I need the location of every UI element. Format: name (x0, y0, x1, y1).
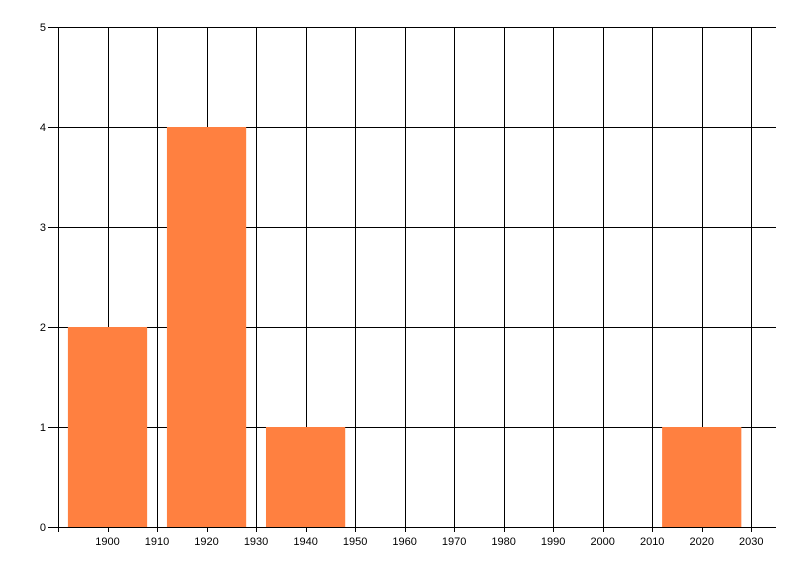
x-tick-label: 1910 (145, 536, 169, 548)
y-tick-label: 2 (40, 322, 46, 334)
x-tick-label: 2010 (640, 536, 664, 548)
y-tick-label: 4 (40, 122, 46, 134)
x-tick-label: 1950 (343, 536, 367, 548)
x-tick-label: 1940 (293, 536, 317, 548)
bar (67, 327, 148, 527)
x-tick-label: 1960 (392, 536, 416, 548)
x-tick-label: 1930 (244, 536, 268, 548)
x-tick-label: 1990 (541, 536, 565, 548)
y-tick-label: 3 (40, 222, 46, 234)
bar (662, 427, 742, 527)
y-tick-label: 5 (40, 22, 46, 34)
x-tick-label: 2000 (590, 536, 614, 548)
x-tick-label: 2020 (689, 536, 713, 548)
x-tick-label: 1980 (491, 536, 515, 548)
y-tick-label: 1 (40, 422, 46, 434)
y-tick-label: 0 (40, 522, 46, 534)
x-tick-label: 1900 (95, 536, 119, 548)
x-tick-label: 1920 (194, 536, 218, 548)
bar (265, 427, 346, 527)
x-tick-label: 2030 (739, 536, 763, 548)
bar (166, 127, 247, 527)
x-tick-label: 1970 (442, 536, 466, 548)
